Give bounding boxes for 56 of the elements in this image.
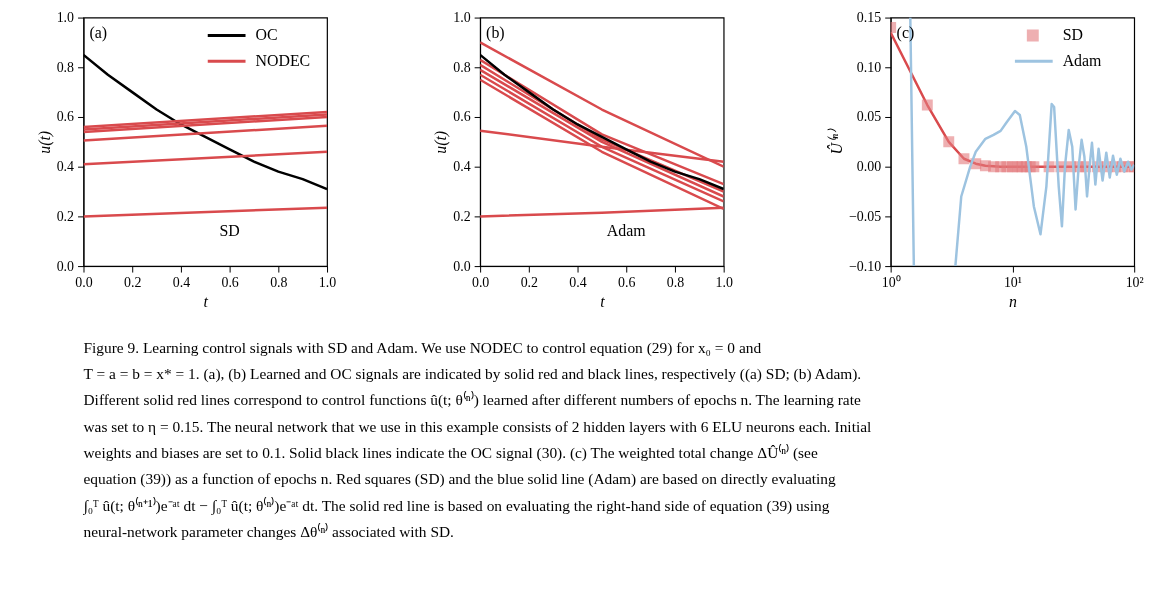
x-tick-label: 0.8 xyxy=(666,275,685,291)
x-tick-label: 0.8 xyxy=(270,275,288,291)
x-tick-label: 0.4 xyxy=(569,275,587,291)
annotation: (b) xyxy=(486,24,505,43)
y-tick-label: 0.8 xyxy=(453,59,471,75)
y-tick-label: 0.2 xyxy=(56,208,75,224)
y-tick-label: 0.4 xyxy=(453,159,471,175)
x-tick-label: 0.6 xyxy=(618,275,636,291)
x-tick-label: 10⁰ xyxy=(881,275,901,291)
x-tick-label: 0.6 xyxy=(221,275,239,291)
text: Different solid red lines correspond to control functions û(t; θ⁽ⁿ⁾) learned after different numbers of epochs n. The learning rate xyxy=(83,391,861,410)
y-tick-label: −0.05 xyxy=(849,208,882,224)
y-tick-label: 1.0 xyxy=(453,10,471,26)
y-tick-label: 0.0 xyxy=(56,258,75,274)
x-tick-label: 1.0 xyxy=(715,275,733,291)
legend-label: OC xyxy=(255,26,278,44)
x-axis-title: t xyxy=(203,293,209,311)
x-axis-title: t xyxy=(600,293,606,311)
y-tick-label: 0.05 xyxy=(856,109,882,125)
y-tick-label: 0.6 xyxy=(56,109,75,125)
x-tick-label: 10¹ xyxy=(1003,275,1022,291)
x-axis-title: n xyxy=(1008,293,1017,311)
x-tick-label: 0.4 xyxy=(172,275,191,291)
y-tick-label: 1.0 xyxy=(56,10,75,26)
x-tick-label: 0.0 xyxy=(75,275,93,291)
caption: Figure 9. Learning control signals with SD and Adam. We use NODEC to control equation (29) for x₀ = 0 and xyxy=(83,338,762,357)
legend-label: Adam xyxy=(1062,52,1103,70)
y-axis-title: u(t) xyxy=(432,130,451,154)
text: equation (39)) as a function of epochs n. Red squares (SD) and the blue solid line (Adam) are based on directly evaluating xyxy=(83,470,837,489)
annotation: Adam xyxy=(606,222,647,240)
annotation: (c) xyxy=(896,24,915,43)
y-tick-label: 0.00 xyxy=(856,159,882,175)
y-tick-label: 0.8 xyxy=(56,59,75,75)
text: weights and biases are set to 0.1. Solid black lines indicate the OC signal (30). (c) The weighted total change ΔÛ⁽ⁿ⁾ (see xyxy=(83,443,818,462)
y-tick-label: 0.15 xyxy=(856,10,882,26)
text: was set to η = 0.15. The neural network that we use in this example consists of 2 hidden layers with 6 ELU neurons each. Initial xyxy=(83,417,872,435)
y-tick-label: −0.10 xyxy=(849,258,882,274)
y-tick-label: 0.0 xyxy=(453,258,471,274)
x-tick-label: 0.2 xyxy=(520,275,539,291)
text: T = a = b = x* = 1. (a), (b) Learned and OC signals are indicated by solid red and black lines, respectively ((a) SD; (b) Adam). xyxy=(83,364,862,383)
legend-label: SD xyxy=(1062,26,1083,44)
legend-label: NODEC xyxy=(255,52,311,70)
text: neural-network parameter changes Δθ⁽ⁿ⁾ associated with SD. xyxy=(83,522,454,540)
x-tick-label: 0.0 xyxy=(471,275,490,291)
y-tick-label: 0.4 xyxy=(56,159,75,175)
y-tick-label: 0.6 xyxy=(453,109,471,125)
y-tick-label: 0.2 xyxy=(453,208,471,224)
x-tick-label: 10² xyxy=(1125,275,1144,291)
y-axis-title: u(t) xyxy=(35,130,54,154)
annotation: (a) xyxy=(89,24,108,43)
text: ∫₀ᵀ û(t; θ⁽ⁿ⁺¹⁾)e⁻ᵃᵗ dt − ∫₀ᵀ û(t; θ⁽ⁿ⁾)e⁻ᵃᵗ dt. The solid red line is based on evaluating the right-hand side of equation (39) using xyxy=(82,496,830,515)
x-tick-label: 0.2 xyxy=(124,275,142,291)
annotation: SD xyxy=(219,222,240,240)
y-axis-title: Û⁽ⁿ⁾ xyxy=(827,128,846,155)
x-tick-label: 1.0 xyxy=(318,275,337,291)
y-tick-label: 0.10 xyxy=(856,59,882,75)
